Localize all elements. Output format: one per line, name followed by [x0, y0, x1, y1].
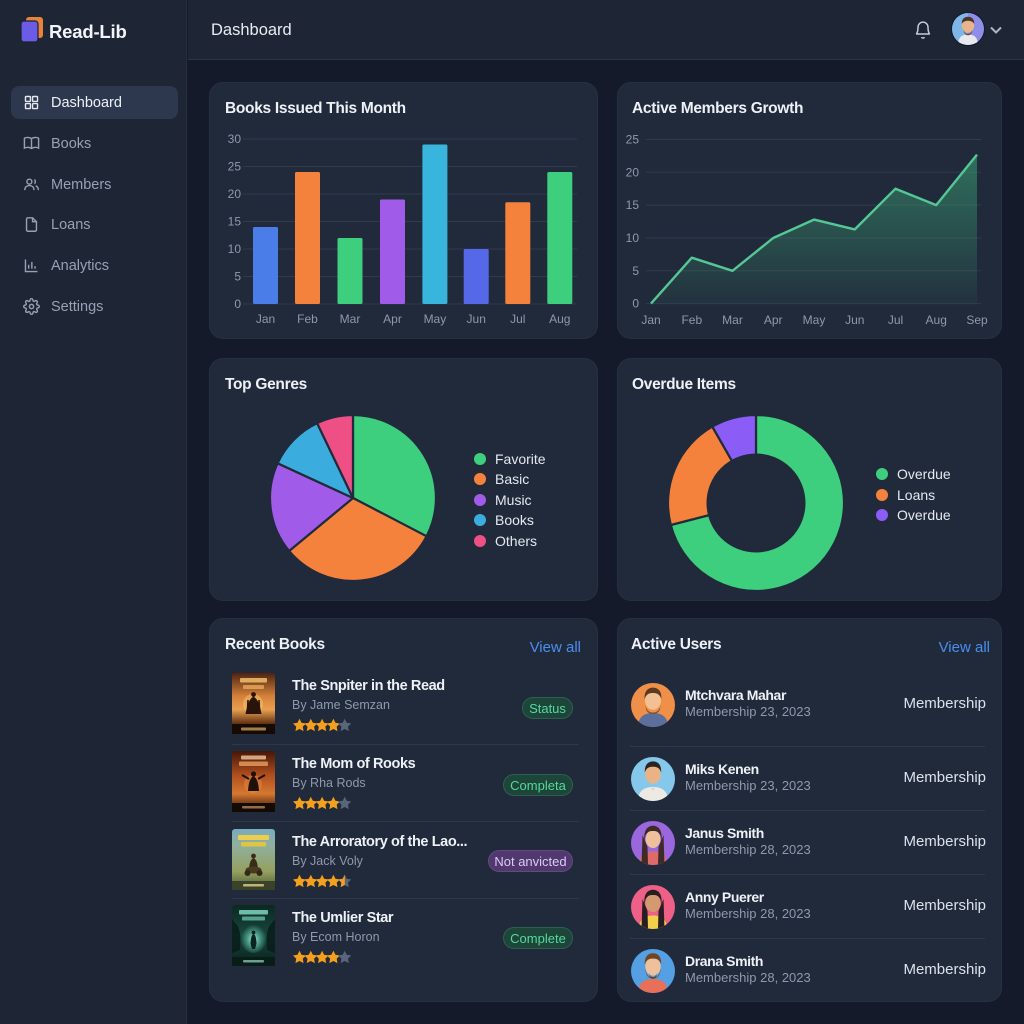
svg-text:30: 30 — [228, 132, 242, 146]
svg-text:10: 10 — [626, 231, 640, 245]
svg-text:Mar: Mar — [722, 313, 743, 327]
svg-text:0: 0 — [234, 297, 241, 311]
svg-text:Jul: Jul — [888, 313, 903, 327]
svg-text:Feb: Feb — [681, 313, 702, 327]
svg-text:Jul: Jul — [510, 312, 525, 326]
svg-text:25: 25 — [228, 160, 242, 174]
svg-text:Jun: Jun — [845, 313, 864, 327]
svg-text:Aug: Aug — [926, 313, 947, 327]
svg-text:Aug: Aug — [549, 312, 570, 326]
svg-text:0: 0 — [632, 297, 639, 311]
svg-text:25: 25 — [626, 133, 640, 147]
svg-text:Mar: Mar — [340, 312, 361, 326]
svg-text:Jun: Jun — [467, 312, 486, 326]
svg-text:Apr: Apr — [383, 312, 402, 326]
svg-text:May: May — [424, 312, 447, 326]
svg-text:May: May — [803, 313, 826, 327]
svg-text:Jan: Jan — [256, 312, 275, 326]
svg-text:5: 5 — [234, 270, 241, 284]
svg-text:5: 5 — [632, 264, 639, 278]
svg-text:15: 15 — [228, 215, 242, 229]
svg-text:20: 20 — [626, 165, 640, 179]
svg-text:20: 20 — [228, 187, 242, 201]
svg-text:Apr: Apr — [764, 313, 783, 327]
svg-text:Sep: Sep — [966, 313, 988, 327]
svg-text:Jan: Jan — [641, 313, 660, 327]
svg-text:10: 10 — [228, 242, 242, 256]
svg-text:Feb: Feb — [297, 312, 318, 326]
svg-text:15: 15 — [626, 198, 640, 212]
